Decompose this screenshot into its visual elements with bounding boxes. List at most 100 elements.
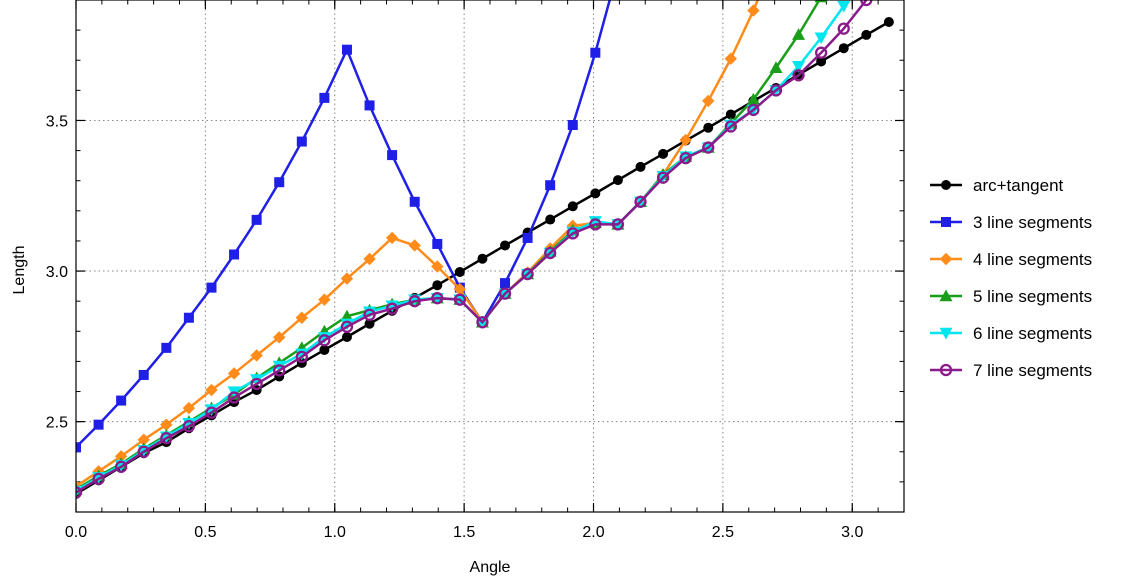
- data-point: [295, 348, 309, 361]
- series-4: [76, 0, 828, 495]
- data-point: [408, 295, 421, 308]
- data-point: [588, 216, 602, 228]
- data-point: [182, 420, 196, 433]
- data-point: [364, 100, 375, 111]
- data-point: [747, 4, 760, 17]
- data-point: [792, 69, 805, 82]
- data-point: [567, 201, 578, 212]
- legend-item: 4 line segments: [930, 250, 1092, 269]
- series-6: [76, 0, 873, 499]
- data-point: [205, 406, 218, 419]
- data-point: [792, 28, 806, 40]
- data-point: [476, 316, 489, 329]
- data-point: [634, 195, 647, 208]
- data-point: [792, 61, 806, 73]
- plot-frame: [75, 0, 905, 513]
- data-point: [521, 267, 534, 281]
- data-point: [816, 56, 827, 67]
- data-point: [385, 231, 399, 245]
- series-line: [76, 0, 760, 488]
- data-point: [341, 332, 352, 343]
- data-point: [76, 442, 81, 453]
- data-point: [611, 218, 625, 231]
- x-tick-label: 0.5: [194, 524, 216, 541]
- data-point: [340, 320, 354, 333]
- data-point: [838, 43, 849, 54]
- data-point: [206, 282, 217, 293]
- data-point: [725, 109, 736, 120]
- data-point: [860, 0, 873, 7]
- legend: arc+tangent 3 line segments 4 line segment…: [930, 176, 1092, 380]
- data-point: [138, 369, 149, 380]
- legend-marker: [939, 252, 953, 266]
- data-point: [658, 148, 669, 159]
- data-point: [453, 282, 467, 296]
- data-point: [319, 344, 330, 355]
- data-point: [115, 460, 128, 473]
- data-point: [500, 240, 511, 251]
- data-point: [340, 272, 354, 285]
- data-point: [837, 0, 851, 13]
- data-point: [295, 350, 308, 364]
- data-point: [296, 136, 307, 147]
- data-point: [432, 238, 443, 249]
- data-point: [545, 214, 556, 225]
- data-point: [363, 252, 376, 266]
- data-point: [747, 103, 760, 117]
- data-point: [250, 349, 263, 362]
- data-point: [409, 196, 420, 207]
- data-point: [612, 175, 623, 186]
- data-point: [566, 227, 579, 240]
- data-point: [76, 486, 83, 499]
- legend-item: 7 line segments: [930, 361, 1092, 380]
- data-point: [837, 22, 850, 35]
- data-point: [363, 308, 376, 321]
- series-2: [76, 0, 612, 453]
- data-point: [408, 239, 421, 252]
- data-point: [182, 417, 196, 430]
- data-point: [227, 391, 241, 404]
- data-point: [861, 29, 872, 40]
- data-point: [590, 47, 601, 58]
- grid: [76, 0, 904, 512]
- data-point: [274, 177, 285, 188]
- data-point: [161, 342, 172, 353]
- axis-ticks: [75, 0, 905, 512]
- data-point: [454, 266, 465, 277]
- data-point: [814, 46, 828, 59]
- data-point: [431, 260, 444, 273]
- x-tick-label: 1.5: [453, 524, 475, 541]
- data-point: [814, 32, 828, 45]
- legend-item: 5 line segments: [930, 287, 1092, 306]
- legend-label: 7 line segments: [973, 361, 1092, 380]
- data-point: [387, 150, 398, 161]
- data-point: [702, 94, 715, 108]
- data-point: [295, 311, 309, 324]
- data-point: [883, 16, 894, 27]
- data-point: [93, 419, 104, 430]
- series-line: [76, 0, 821, 491]
- y-tick-label: 2.5: [46, 415, 68, 432]
- legend-label: 6 line segments: [973, 324, 1092, 343]
- legend-marker: [939, 289, 953, 302]
- data-point: [544, 246, 557, 260]
- legend-item: 3 line segments: [930, 213, 1092, 232]
- data-point: [477, 253, 488, 264]
- legend-marker: [939, 363, 953, 377]
- legend-label: 5 line segments: [973, 287, 1092, 306]
- legend-marker: [941, 180, 951, 190]
- data-point: [340, 318, 354, 331]
- data-point: [724, 120, 737, 133]
- data-point: [137, 433, 150, 446]
- data-point: [183, 312, 194, 323]
- data-point: [769, 61, 783, 73]
- data-point: [137, 445, 150, 458]
- data-point: [703, 122, 714, 133]
- y-tick-label: 3.0: [46, 264, 68, 281]
- series-group: [76, 0, 894, 499]
- x-tick-label: 2.0: [582, 524, 604, 541]
- data-point: [341, 44, 352, 55]
- data-point: [500, 278, 511, 289]
- data-point: [227, 367, 241, 380]
